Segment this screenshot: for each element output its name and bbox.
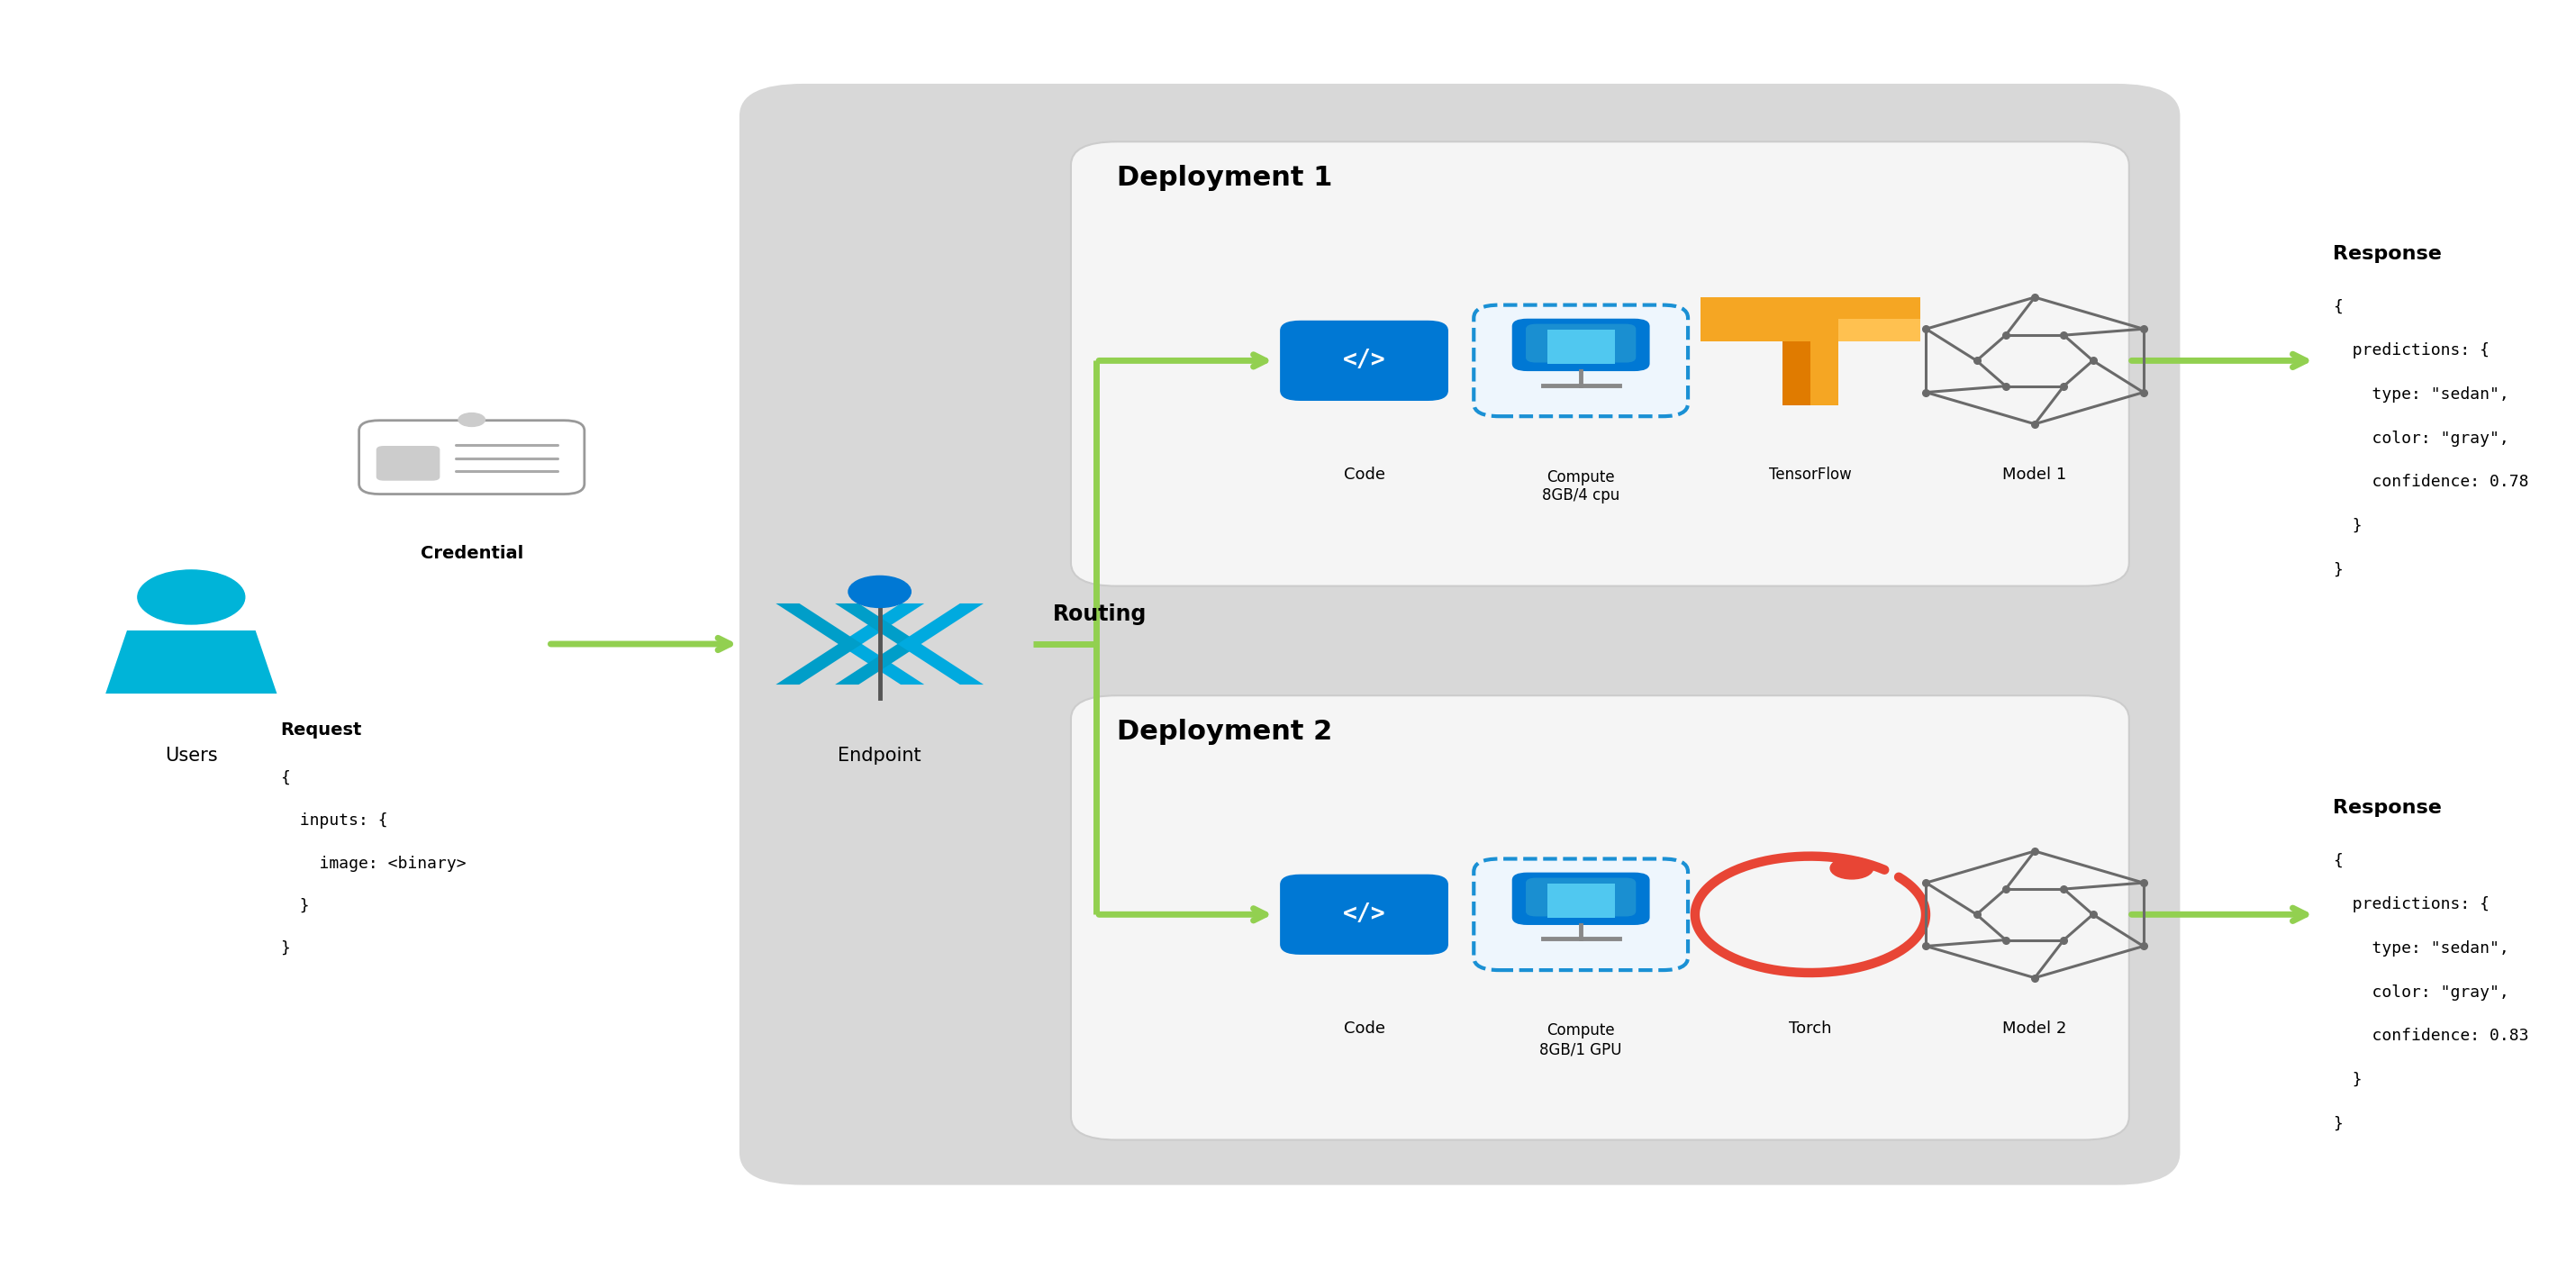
- Polygon shape: [1783, 341, 1811, 406]
- Text: predictions: {: predictions: {: [2334, 343, 2491, 359]
- Text: inputs: {: inputs: {: [281, 813, 389, 829]
- FancyBboxPatch shape: [1072, 696, 2130, 1140]
- Polygon shape: [896, 604, 984, 685]
- FancyBboxPatch shape: [739, 84, 2179, 1185]
- Text: color: "gray",: color: "gray",: [2334, 430, 2509, 447]
- FancyBboxPatch shape: [1473, 305, 1687, 416]
- Polygon shape: [1548, 884, 1615, 917]
- Text: Model 1: Model 1: [2002, 466, 2066, 483]
- Text: type: "sedan",: type: "sedan",: [2334, 940, 2509, 957]
- Text: Credential: Credential: [420, 545, 523, 562]
- Text: }: }: [2334, 562, 2342, 578]
- FancyBboxPatch shape: [1512, 318, 1649, 371]
- FancyBboxPatch shape: [1280, 875, 1448, 954]
- Text: Deployment 1: Deployment 1: [1118, 165, 1332, 191]
- Text: Response: Response: [2334, 245, 2442, 263]
- Text: Code: Code: [1345, 466, 1386, 483]
- Polygon shape: [775, 604, 863, 685]
- Text: }: }: [281, 940, 291, 957]
- Text: {: {: [2334, 299, 2342, 316]
- Text: Users: Users: [165, 747, 216, 765]
- Polygon shape: [106, 631, 276, 693]
- FancyBboxPatch shape: [1525, 323, 1636, 363]
- Polygon shape: [837, 604, 925, 685]
- FancyBboxPatch shape: [1512, 872, 1649, 925]
- Polygon shape: [835, 604, 922, 685]
- Text: }: }: [2334, 518, 2362, 535]
- Text: {: {: [2334, 853, 2342, 869]
- Polygon shape: [1700, 298, 1922, 341]
- Text: TensorFlow: TensorFlow: [1770, 466, 1852, 483]
- Circle shape: [848, 576, 912, 608]
- Text: image: <binary>: image: <binary>: [281, 855, 466, 872]
- Circle shape: [137, 571, 245, 625]
- Text: type: "sedan",: type: "sedan",: [2334, 386, 2509, 403]
- Polygon shape: [1548, 330, 1615, 363]
- FancyBboxPatch shape: [1072, 142, 2130, 586]
- Text: Endpoint: Endpoint: [837, 747, 922, 765]
- Text: }: }: [2334, 1115, 2342, 1132]
- Text: confidence: 0.83: confidence: 0.83: [2334, 1028, 2530, 1045]
- Text: {: {: [281, 770, 291, 787]
- Text: Routing: Routing: [1054, 603, 1146, 625]
- Text: </>: </>: [1342, 349, 1386, 372]
- FancyBboxPatch shape: [358, 420, 585, 495]
- Text: }: }: [281, 898, 309, 914]
- Text: color: "gray",: color: "gray",: [2334, 984, 2509, 1001]
- Text: Code: Code: [1345, 1020, 1386, 1037]
- Circle shape: [1832, 858, 1873, 878]
- FancyBboxPatch shape: [1280, 321, 1448, 401]
- Text: Compute
8GB/1 GPU: Compute 8GB/1 GPU: [1540, 1023, 1623, 1057]
- Circle shape: [459, 413, 484, 426]
- Text: Response: Response: [2334, 799, 2442, 817]
- FancyBboxPatch shape: [376, 446, 440, 480]
- Polygon shape: [1837, 319, 1922, 341]
- Text: confidence: 0.78: confidence: 0.78: [2334, 474, 2530, 491]
- Text: </>: </>: [1342, 903, 1386, 926]
- Text: Model 2: Model 2: [2002, 1020, 2066, 1037]
- Text: Torch: Torch: [1788, 1020, 1832, 1037]
- Text: Deployment 2: Deployment 2: [1118, 719, 1332, 744]
- Text: }: }: [2334, 1072, 2362, 1088]
- FancyBboxPatch shape: [1525, 878, 1636, 917]
- Polygon shape: [1811, 341, 1837, 406]
- Text: Request: Request: [281, 721, 361, 738]
- Text: predictions: {: predictions: {: [2334, 896, 2491, 913]
- FancyBboxPatch shape: [1473, 859, 1687, 970]
- Text: Compute
8GB/4 cpu: Compute 8GB/4 cpu: [1543, 469, 1620, 504]
